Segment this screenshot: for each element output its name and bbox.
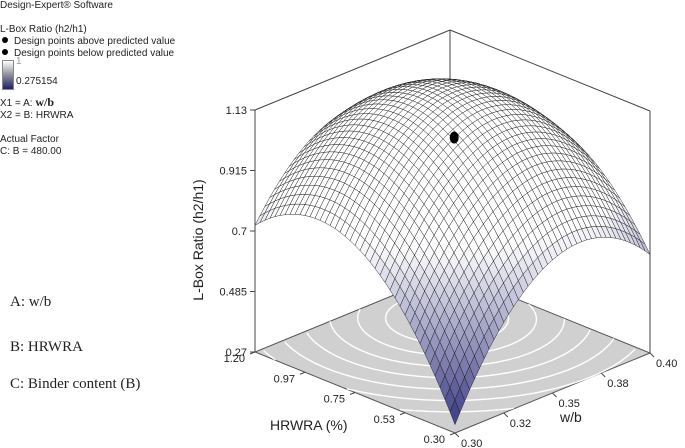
software-title: Design-Expert® Software bbox=[0, 0, 113, 11]
back-top-edge bbox=[254, 29, 451, 111]
x-axis-label: w/b bbox=[559, 409, 582, 425]
design-point bbox=[449, 131, 459, 144]
surface-cell bbox=[449, 399, 461, 426]
tick-marks: 0.27 0.485 0.7 0.915 1.13 0.30 0.53 0.75 0.97 1.2… bbox=[219, 105, 677, 448]
z-axis-label: L-Box Ratio (h2/h1) bbox=[190, 179, 206, 300]
factor-note-a: A: w/b bbox=[10, 294, 52, 310]
right-top-edge bbox=[449, 29, 651, 112]
x-tick-label: 0.40 bbox=[656, 358, 677, 370]
z-tick-label: 0.485 bbox=[219, 287, 247, 299]
y-tick bbox=[399, 412, 406, 416]
y-axis-label: HRWRA (%) bbox=[270, 417, 348, 433]
y-tick bbox=[249, 351, 256, 355]
y-tick-label: 1.20 bbox=[224, 353, 245, 365]
legend-above: Design points above predicted value bbox=[0, 36, 175, 48]
factor-note-b: B: HRWRA bbox=[10, 339, 83, 355]
legend-above-label: Design points above predicted value bbox=[14, 36, 176, 47]
z-tick-label: 0.7 bbox=[232, 226, 247, 238]
y-tick-label: 0.75 bbox=[324, 394, 345, 406]
y-tick bbox=[449, 432, 456, 436]
y-tick bbox=[299, 371, 306, 375]
y-tick-label: 0.53 bbox=[374, 414, 395, 426]
surface-mesh bbox=[254, 78, 651, 426]
x2-definition: X2 = B: HRWRA bbox=[0, 110, 74, 121]
x1-name: w/b bbox=[35, 95, 54, 109]
color-scale-bar bbox=[2, 60, 14, 90]
x-tick-label: 0.35 bbox=[559, 398, 580, 410]
x1-definition: X1 = A: w/b bbox=[0, 96, 54, 110]
legend-below: Design points below predicted value bbox=[0, 48, 174, 60]
x-tick-label: 0.30 bbox=[461, 438, 482, 448]
x-tick bbox=[454, 432, 460, 438]
z-tick-label: 0.27 bbox=[226, 347, 247, 359]
y-tick-label: 0.97 bbox=[274, 373, 295, 385]
actual-factor-value: C: B = 480.00 bbox=[0, 146, 62, 157]
x-tick-label: 0.32 bbox=[510, 418, 531, 430]
actual-factor-title: Actual Factor bbox=[0, 134, 59, 145]
contour-line bbox=[263, 348, 636, 402]
design-point-below-icon bbox=[2, 49, 8, 55]
x-tick bbox=[503, 412, 509, 418]
factor-note-c: C: Binder content (B) bbox=[10, 376, 141, 392]
z-tick-label: 1.13 bbox=[226, 105, 247, 117]
y-tick bbox=[349, 392, 356, 395]
design-point-above-icon bbox=[2, 37, 8, 43]
x-tick bbox=[649, 352, 655, 358]
x-tick bbox=[600, 372, 606, 378]
legend-below-label: Design points below predicted value bbox=[14, 48, 175, 59]
scale-min-label: 0.275154 bbox=[16, 76, 58, 87]
response-name: L-Box Ratio (h2/h1) bbox=[0, 24, 87, 35]
y-tick-label: 0.30 bbox=[424, 434, 445, 446]
x-tick-label: 0.38 bbox=[607, 378, 628, 390]
z-tick-label: 0.915 bbox=[219, 166, 247, 178]
scale-max-label: 1 bbox=[16, 56, 22, 67]
x1-prefix: X1 = A: bbox=[0, 98, 33, 109]
x-tick bbox=[552, 392, 557, 398]
